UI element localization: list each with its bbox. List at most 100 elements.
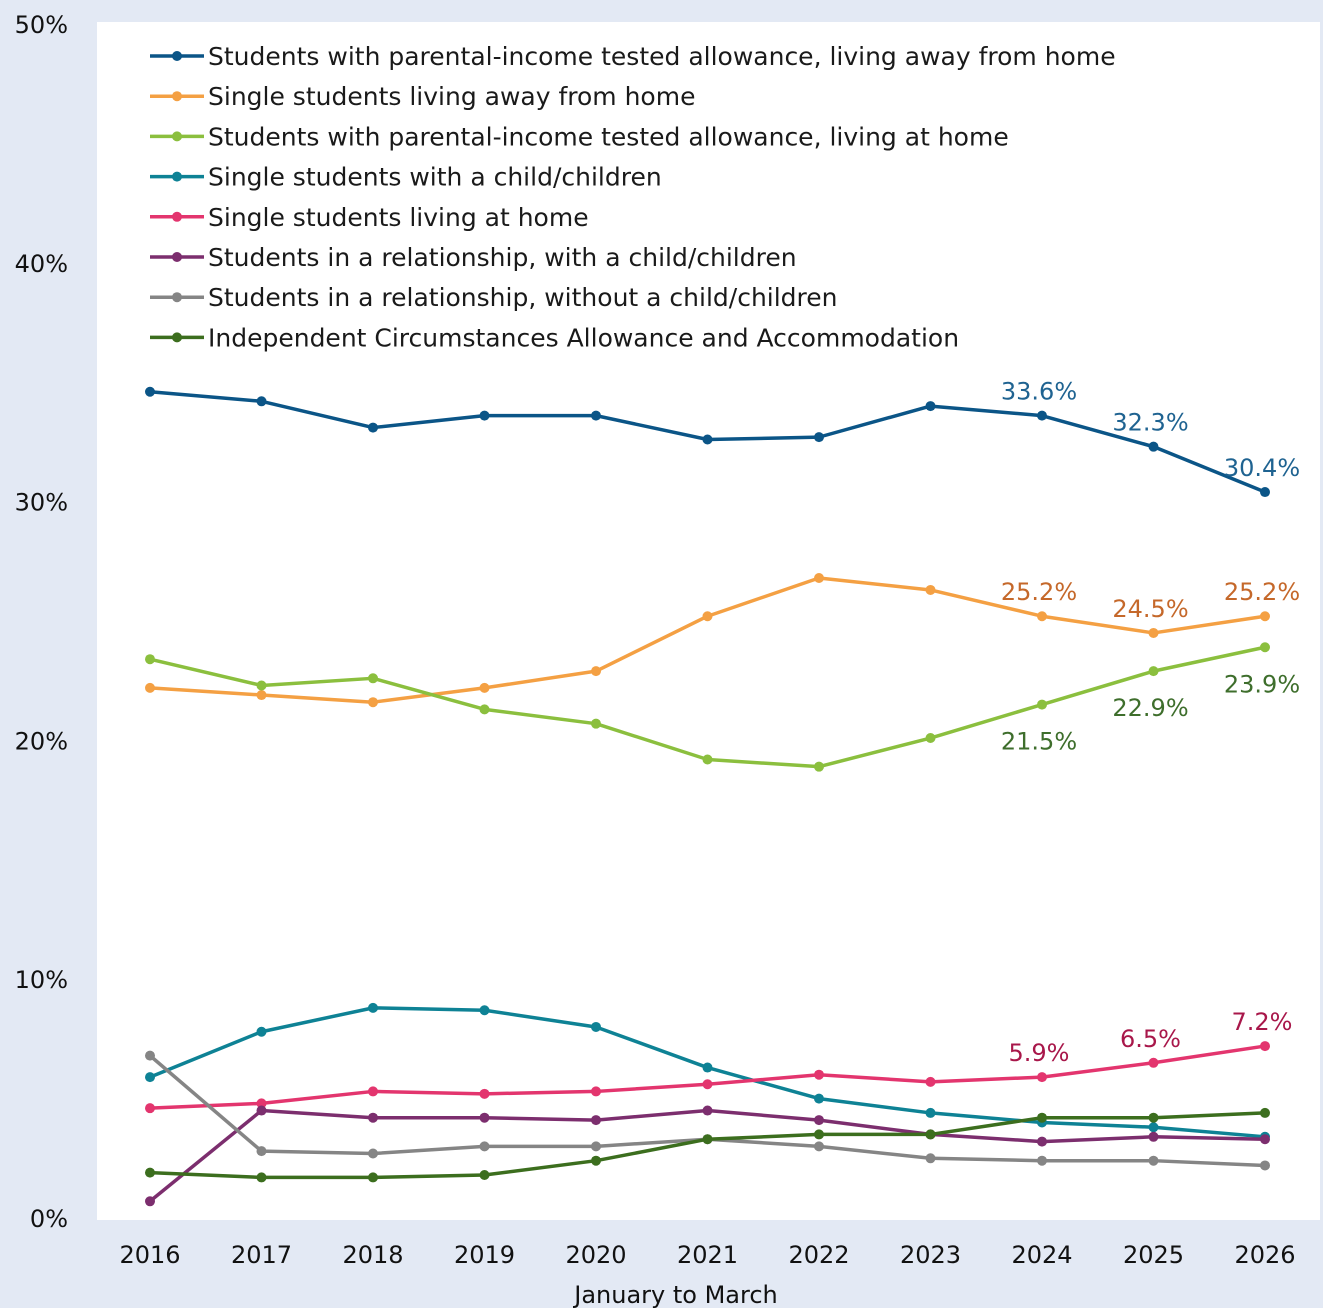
data-point (925, 1129, 936, 1140)
data-label: 22.9% (1112, 694, 1188, 722)
legend-item: Single students with a child/children (150, 163, 662, 192)
data-point (479, 682, 490, 693)
legend-label: Single students living away from home (208, 82, 695, 111)
legend-label: Single students with a child/children (208, 163, 662, 192)
series-3: 21.5% 22.9% 23.9% (145, 642, 1300, 772)
data-point (479, 1088, 490, 1099)
data-point (256, 1098, 267, 1109)
data-point (1260, 611, 1270, 622)
data-point (368, 697, 378, 708)
data-point (591, 410, 601, 421)
legend-item: Single students living away from home (150, 82, 695, 111)
data-point (145, 1103, 155, 1114)
series-5: 5.9% 6.5% 7.2% (145, 1008, 1293, 1114)
data-point (591, 1086, 601, 1097)
data-label: 25.2% (1001, 578, 1077, 606)
data-point (702, 1062, 713, 1073)
data-label: 7.2% (1232, 1008, 1293, 1036)
data-point (479, 1141, 490, 1152)
legend-swatch-marker (172, 171, 182, 182)
data-point (1260, 1160, 1270, 1171)
legend-label: Students in a relationship, with a child… (208, 243, 797, 272)
data-point (368, 1086, 378, 1097)
data-point (1148, 1131, 1159, 1142)
data-point (1260, 487, 1270, 498)
y-tick-label: 0% (30, 1205, 68, 1233)
data-point (1148, 1112, 1159, 1123)
x-tick-label: 2023 (900, 1241, 961, 1269)
y-tick-label: 10% (15, 966, 68, 994)
data-point (702, 611, 713, 622)
x-tick-label: 2017 (231, 1241, 292, 1269)
data-point (1148, 627, 1159, 638)
data-point (145, 654, 155, 665)
data-point (368, 1002, 378, 1013)
series-1: 33.6% 32.3% 30.4% (145, 378, 1300, 498)
data-point (1260, 1134, 1270, 1145)
legend-item: Students in a relationship, with a child… (150, 243, 797, 272)
data-point (145, 1196, 155, 1207)
x-axis-title: January to March (572, 1281, 778, 1308)
legend: Students with parental-income tested all… (150, 42, 1116, 352)
data-point (814, 1093, 824, 1104)
series-8 (145, 1107, 1270, 1183)
legend-item: Students with parental-income tested all… (150, 122, 1009, 151)
legend-swatch-marker (172, 252, 182, 262)
data-point (591, 666, 601, 677)
series-2: 25.2% 24.5% 25.2% (145, 573, 1300, 708)
data-label: 5.9% (1009, 1039, 1070, 1067)
legend-label: Students with parental-income tested all… (208, 42, 1116, 71)
legend-label: Single students living at home (208, 203, 589, 232)
data-point (1037, 1112, 1047, 1123)
legend-swatch-marker (172, 91, 182, 102)
data-label: 24.5% (1112, 595, 1188, 623)
data-label: 33.6% (1001, 378, 1077, 406)
data-label: 30.4% (1224, 454, 1300, 482)
data-point (1260, 1107, 1270, 1118)
data-point (702, 434, 713, 445)
data-point (1037, 699, 1047, 710)
legend-swatch-marker (172, 131, 182, 142)
data-point (814, 1069, 824, 1080)
data-point (145, 386, 155, 397)
legend-swatch-marker (172, 211, 182, 222)
data-point (1148, 666, 1159, 677)
data-point (591, 1021, 601, 1032)
data-point (1148, 1122, 1159, 1133)
data-point (368, 422, 378, 433)
data-label: 21.5% (1001, 728, 1077, 756)
x-tick-label: 2016 (119, 1241, 180, 1269)
data-point (256, 1172, 267, 1183)
data-point (1148, 441, 1159, 452)
data-point (368, 1172, 378, 1183)
data-label: 32.3% (1112, 409, 1188, 437)
data-point (368, 1112, 378, 1123)
y-tick-label: 20% (15, 727, 68, 755)
data-point (925, 1076, 936, 1087)
data-point (145, 1072, 155, 1083)
y-tick-label: 40% (15, 250, 68, 278)
data-point (1037, 611, 1047, 622)
x-tick-label: 2021 (677, 1241, 738, 1269)
data-point (925, 401, 936, 412)
data-point (479, 704, 490, 715)
data-point (814, 761, 824, 772)
data-point (1148, 1155, 1159, 1166)
data-point (145, 1167, 155, 1178)
data-point (814, 432, 824, 443)
data-point (702, 1079, 713, 1090)
legend-item: Students in a relationship, without a ch… (150, 283, 838, 312)
data-point (368, 673, 378, 684)
data-label: 23.9% (1224, 670, 1300, 698)
legend-swatch-marker (172, 332, 182, 343)
data-point (814, 1115, 824, 1126)
data-point (1148, 1057, 1159, 1068)
x-tick-label: 2024 (1011, 1241, 1072, 1269)
data-point (256, 1146, 267, 1157)
data-label: 25.2% (1224, 578, 1300, 606)
data-point (702, 754, 713, 765)
data-point (1260, 642, 1270, 653)
data-point (702, 1105, 713, 1116)
data-point (256, 396, 267, 407)
